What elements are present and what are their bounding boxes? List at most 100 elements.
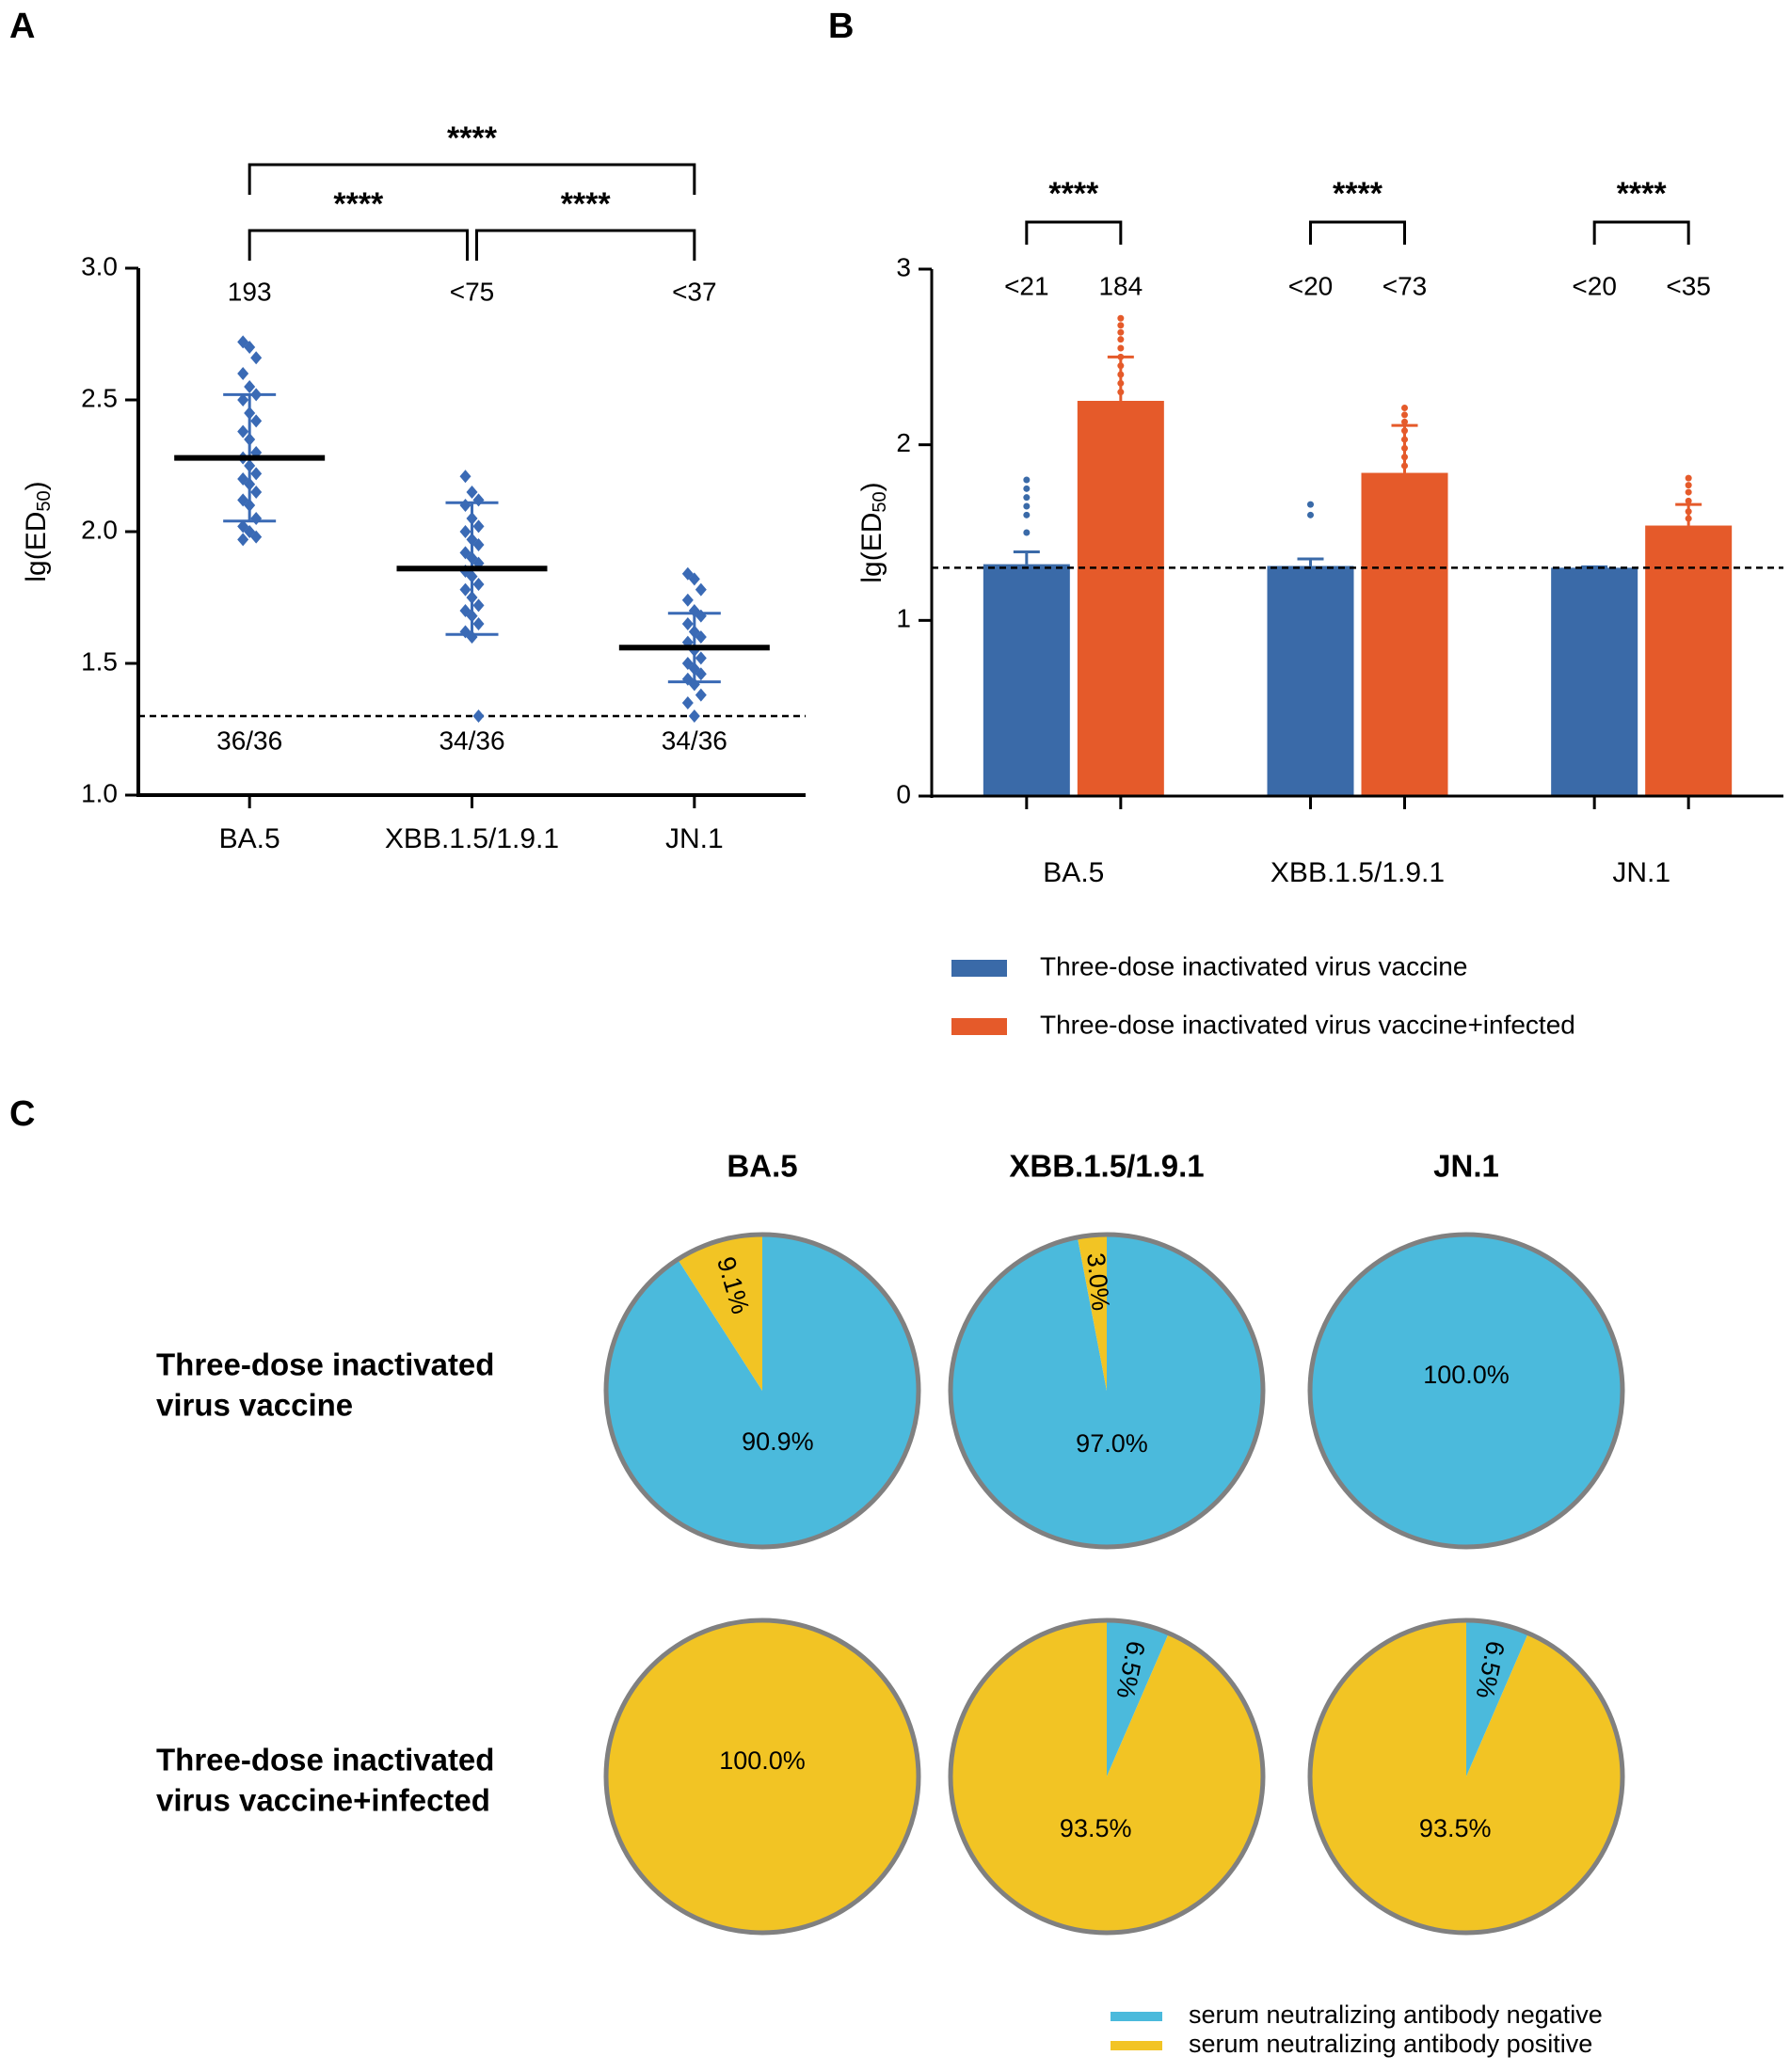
y-tick-label: 3: [896, 252, 911, 281]
slice-label: 3.0%: [1081, 1251, 1115, 1312]
data-point: [1401, 427, 1408, 435]
pie-slice: [1310, 1235, 1622, 1547]
bottom-label: 34/36: [662, 725, 727, 755]
data-point: [695, 630, 707, 644]
top-label: 193: [228, 277, 272, 306]
data-point: [1023, 511, 1031, 518]
data-point: [1117, 314, 1125, 322]
bottom-label: 34/36: [439, 725, 504, 755]
y-tick-label: 2.5: [81, 383, 118, 412]
data-point: [472, 538, 485, 551]
data-point: [472, 578, 485, 591]
significance-bracket: [1592, 220, 1690, 245]
legend-label: serum neutralizing antibody negative: [1189, 2000, 1603, 2029]
x-tick-label: XBB.1.5/1.9.1: [385, 823, 559, 854]
y-tick-label: 0: [896, 779, 911, 808]
data-point: [1117, 379, 1125, 387]
pie-slice: [950, 1619, 1263, 1933]
y-axis-label-part: ): [21, 481, 52, 490]
data-point: [1117, 371, 1125, 378]
data-point: [472, 709, 485, 723]
bar: [983, 564, 1070, 796]
bottom-label: 36/36: [216, 725, 282, 755]
data-point: [695, 582, 707, 597]
data-point: [1117, 336, 1125, 343]
significance-bracket: [475, 229, 696, 261]
data-point: [1685, 488, 1692, 496]
data-point: [1117, 322, 1125, 329]
pie-outline: [1307, 1232, 1625, 1550]
significance-label: ****: [333, 186, 384, 222]
row-label: Three-dose inactivated: [156, 1347, 494, 1382]
pie-outline: [1307, 1618, 1625, 1936]
legend-label: serum neutralizing antibody positive: [1189, 2030, 1592, 2058]
y-tick-label: 2.0: [81, 515, 118, 544]
slice-label: 90.9%: [742, 1427, 814, 1456]
data-point: [1685, 497, 1692, 504]
data-point: [1401, 411, 1408, 419]
data-point: [1117, 362, 1125, 370]
data-point: [1023, 476, 1031, 484]
y-axis-label-sub: 50: [34, 490, 55, 511]
pie-outline: [603, 1618, 921, 1936]
data-point: [472, 598, 485, 613]
column-title: JN.1: [1433, 1149, 1499, 1184]
legend-swatch: [1111, 2041, 1162, 2050]
x-tick-label: JN.1: [665, 823, 724, 854]
top-label: 184: [1098, 271, 1143, 300]
data-point: [472, 519, 485, 534]
data-point: [237, 424, 249, 438]
data-point: [688, 572, 700, 586]
data-point: [237, 367, 249, 380]
top-label: <73: [1382, 271, 1428, 300]
data-point: [472, 617, 485, 630]
significance-bracket: [1025, 220, 1123, 245]
top-label: <35: [1666, 271, 1711, 300]
data-point: [1023, 485, 1031, 492]
data-point: [681, 696, 694, 709]
row-label: Three-dose inactivated: [156, 1743, 494, 1777]
data-point: [695, 688, 707, 702]
data-point: [250, 351, 263, 365]
slice-label: 100.0%: [719, 1746, 806, 1775]
bar: [1077, 401, 1164, 796]
significance-label: ****: [1333, 176, 1383, 212]
pie-slice: [606, 1620, 919, 1933]
slice-label: 93.5%: [1419, 1814, 1492, 1842]
row-label: virus vaccine+infected: [156, 1783, 490, 1818]
data-point: [688, 709, 700, 723]
data-point: [459, 582, 471, 597]
data-point: [681, 593, 694, 607]
y-axis-label: lg(ED50): [21, 481, 55, 582]
data-point: [1117, 389, 1125, 396]
y-tick-label: 2: [896, 428, 911, 457]
column-title: BA.5: [727, 1149, 797, 1184]
data-point: [695, 667, 707, 681]
data-point: [695, 651, 707, 665]
data-point: [1685, 508, 1692, 516]
pie-slice: [1466, 1620, 1528, 1777]
significance-label: ****: [1617, 176, 1668, 212]
data-point: [1023, 494, 1031, 502]
bar: [1551, 567, 1638, 796]
data-point: [1307, 511, 1314, 518]
slice-label: 97.0%: [1076, 1429, 1148, 1458]
legend-swatch: [951, 1018, 1007, 1035]
pie-slice: [1077, 1235, 1107, 1391]
data-point: [1401, 462, 1408, 470]
pie-slice: [1107, 1620, 1169, 1777]
data-point: [1117, 328, 1125, 336]
legend-swatch: [951, 960, 1007, 977]
legend-label: Three-dose inactivated virus vaccine: [1040, 951, 1467, 980]
data-point: [1117, 344, 1125, 352]
row-label: virus vaccine: [156, 1388, 353, 1423]
top-label: <21: [1004, 271, 1049, 300]
legend-label: Three-dose inactivated virus vaccine+inf…: [1040, 1010, 1575, 1039]
significance-bracket: [248, 229, 469, 261]
top-label: <75: [450, 277, 495, 306]
data-point: [1685, 515, 1692, 522]
y-tick-label: 1: [896, 604, 911, 633]
y-axis-label-part: lg(ED: [856, 513, 887, 583]
